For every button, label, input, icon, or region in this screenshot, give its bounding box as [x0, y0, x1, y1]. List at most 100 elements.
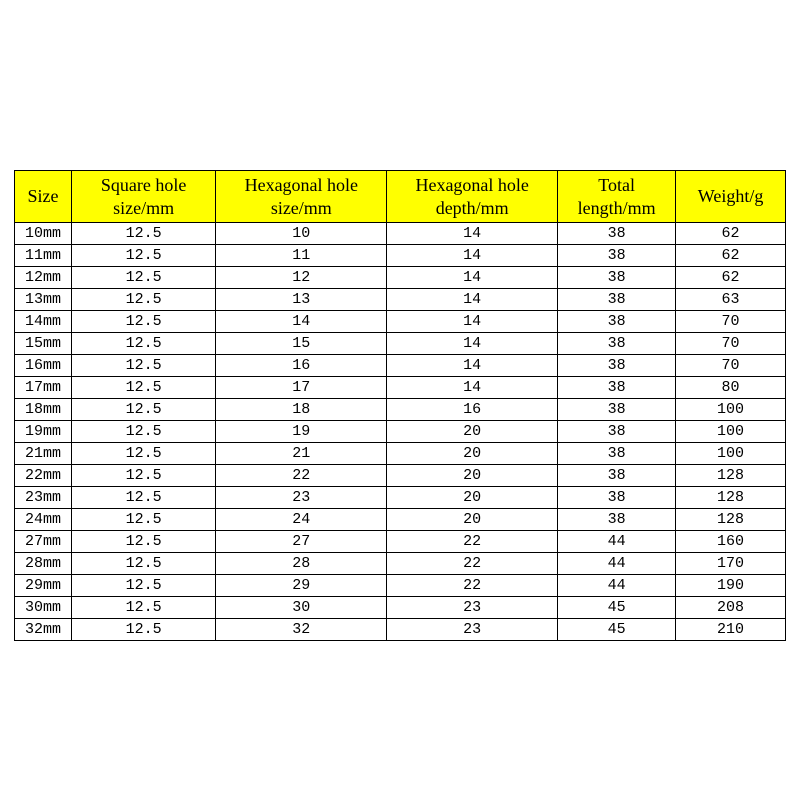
cell-square: 12.5	[71, 223, 215, 245]
cell-hex_depth: 14	[387, 311, 558, 333]
cell-hex_size: 24	[216, 509, 387, 531]
table-row: 12mm12.512143862	[15, 267, 786, 289]
cell-length: 38	[558, 267, 676, 289]
cell-square: 12.5	[71, 575, 215, 597]
cell-hex_size: 23	[216, 487, 387, 509]
table-row: 18mm12.5181638100	[15, 399, 786, 421]
page: Size Square holesize/mm Hexagonal holesi…	[0, 0, 800, 800]
table-row: 15mm12.515143870	[15, 333, 786, 355]
cell-weight: 210	[676, 619, 786, 641]
cell-hex_size: 27	[216, 531, 387, 553]
table-row: 30mm12.5302345208	[15, 597, 786, 619]
table-row: 19mm12.5192038100	[15, 421, 786, 443]
cell-hex_size: 13	[216, 289, 387, 311]
cell-hex_depth: 14	[387, 289, 558, 311]
cell-size: 12mm	[15, 267, 72, 289]
cell-size: 22mm	[15, 465, 72, 487]
cell-square: 12.5	[71, 311, 215, 333]
cell-size: 17mm	[15, 377, 72, 399]
cell-length: 38	[558, 223, 676, 245]
cell-hex_size: 29	[216, 575, 387, 597]
cell-weight: 100	[676, 443, 786, 465]
cell-size: 28mm	[15, 553, 72, 575]
cell-hex_size: 18	[216, 399, 387, 421]
table-row: 28mm12.5282244170	[15, 553, 786, 575]
table-row: 22mm12.5222038128	[15, 465, 786, 487]
cell-size: 32mm	[15, 619, 72, 641]
cell-hex_size: 17	[216, 377, 387, 399]
cell-square: 12.5	[71, 553, 215, 575]
cell-hex_size: 14	[216, 311, 387, 333]
cell-square: 12.5	[71, 487, 215, 509]
table-row: 29mm12.5292244190	[15, 575, 786, 597]
cell-length: 38	[558, 355, 676, 377]
cell-hex_size: 28	[216, 553, 387, 575]
cell-square: 12.5	[71, 597, 215, 619]
cell-weight: 62	[676, 245, 786, 267]
table-row: 10mm12.510143862	[15, 223, 786, 245]
cell-hex_depth: 23	[387, 597, 558, 619]
cell-square: 12.5	[71, 333, 215, 355]
cell-hex_size: 19	[216, 421, 387, 443]
cell-weight: 62	[676, 267, 786, 289]
cell-hex_size: 22	[216, 465, 387, 487]
cell-hex_depth: 16	[387, 399, 558, 421]
col-header-square-hole: Square holesize/mm	[71, 171, 215, 223]
table-row: 16mm12.516143870	[15, 355, 786, 377]
cell-size: 10mm	[15, 223, 72, 245]
cell-length: 38	[558, 509, 676, 531]
cell-weight: 63	[676, 289, 786, 311]
cell-size: 13mm	[15, 289, 72, 311]
cell-hex_depth: 14	[387, 377, 558, 399]
cell-hex_depth: 23	[387, 619, 558, 641]
cell-length: 44	[558, 575, 676, 597]
table-row: 14mm12.514143870	[15, 311, 786, 333]
cell-size: 15mm	[15, 333, 72, 355]
col-header-hex-hole-depth: Hexagonal holedepth/mm	[387, 171, 558, 223]
cell-length: 38	[558, 399, 676, 421]
cell-size: 23mm	[15, 487, 72, 509]
table-header-row: Size Square holesize/mm Hexagonal holesi…	[15, 171, 786, 223]
cell-hex_depth: 14	[387, 333, 558, 355]
table-row: 32mm12.5322345210	[15, 619, 786, 641]
cell-size: 14mm	[15, 311, 72, 333]
cell-hex_depth: 20	[387, 443, 558, 465]
cell-weight: 70	[676, 311, 786, 333]
cell-hex_size: 21	[216, 443, 387, 465]
cell-hex_depth: 20	[387, 509, 558, 531]
cell-hex_size: 12	[216, 267, 387, 289]
cell-hex_depth: 14	[387, 245, 558, 267]
cell-hex_depth: 14	[387, 223, 558, 245]
cell-length: 38	[558, 443, 676, 465]
cell-size: 24mm	[15, 509, 72, 531]
cell-square: 12.5	[71, 289, 215, 311]
col-header-weight: Weight/g	[676, 171, 786, 223]
cell-hex_depth: 14	[387, 267, 558, 289]
cell-hex_size: 30	[216, 597, 387, 619]
cell-hex_depth: 14	[387, 355, 558, 377]
cell-square: 12.5	[71, 421, 215, 443]
col-header-total-length: Totallength/mm	[558, 171, 676, 223]
cell-length: 38	[558, 377, 676, 399]
cell-size: 11mm	[15, 245, 72, 267]
cell-square: 12.5	[71, 267, 215, 289]
cell-size: 16mm	[15, 355, 72, 377]
cell-hex_size: 10	[216, 223, 387, 245]
table-row: 21mm12.5212038100	[15, 443, 786, 465]
spec-table: Size Square holesize/mm Hexagonal holesi…	[14, 170, 786, 641]
cell-hex_depth: 20	[387, 487, 558, 509]
cell-length: 38	[558, 311, 676, 333]
cell-hex_size: 15	[216, 333, 387, 355]
cell-hex_depth: 20	[387, 421, 558, 443]
cell-length: 38	[558, 421, 676, 443]
cell-length: 45	[558, 597, 676, 619]
cell-square: 12.5	[71, 377, 215, 399]
cell-weight: 170	[676, 553, 786, 575]
cell-length: 38	[558, 465, 676, 487]
cell-hex_depth: 22	[387, 553, 558, 575]
cell-hex_size: 11	[216, 245, 387, 267]
cell-weight: 190	[676, 575, 786, 597]
cell-size: 30mm	[15, 597, 72, 619]
table-row: 13mm12.513143863	[15, 289, 786, 311]
cell-weight: 128	[676, 487, 786, 509]
